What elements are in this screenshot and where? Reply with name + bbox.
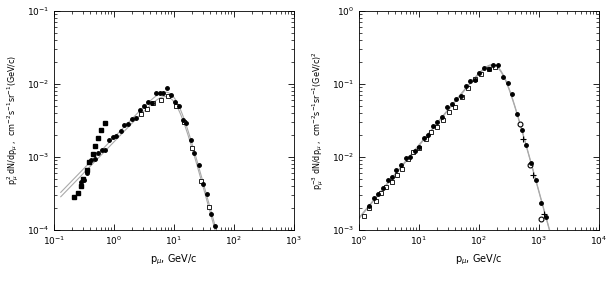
Y-axis label: p$_{\mu}^{2}$ dN/dp$_{\mu}$ ,  cm$^{-2}$s$^{-1}$sr$^{-1}$(GeV/c): p$_{\mu}^{2}$ dN/dp$_{\mu}$ , cm$^{-2}$s… <box>6 55 21 185</box>
X-axis label: p$_{\mu}$, GeV/c: p$_{\mu}$, GeV/c <box>150 253 197 267</box>
Y-axis label: p$_{\mu}^{-3}$ dN/dp$_{\mu}$ ,  cm$^{-2}$s$^{-1}$sr$^{-1}$(GeV/c)$^{2}$: p$_{\mu}^{-3}$ dN/dp$_{\mu}$ , cm$^{-2}$… <box>311 51 326 190</box>
X-axis label: p$_{\mu}$, GeV/c: p$_{\mu}$, GeV/c <box>455 253 503 267</box>
